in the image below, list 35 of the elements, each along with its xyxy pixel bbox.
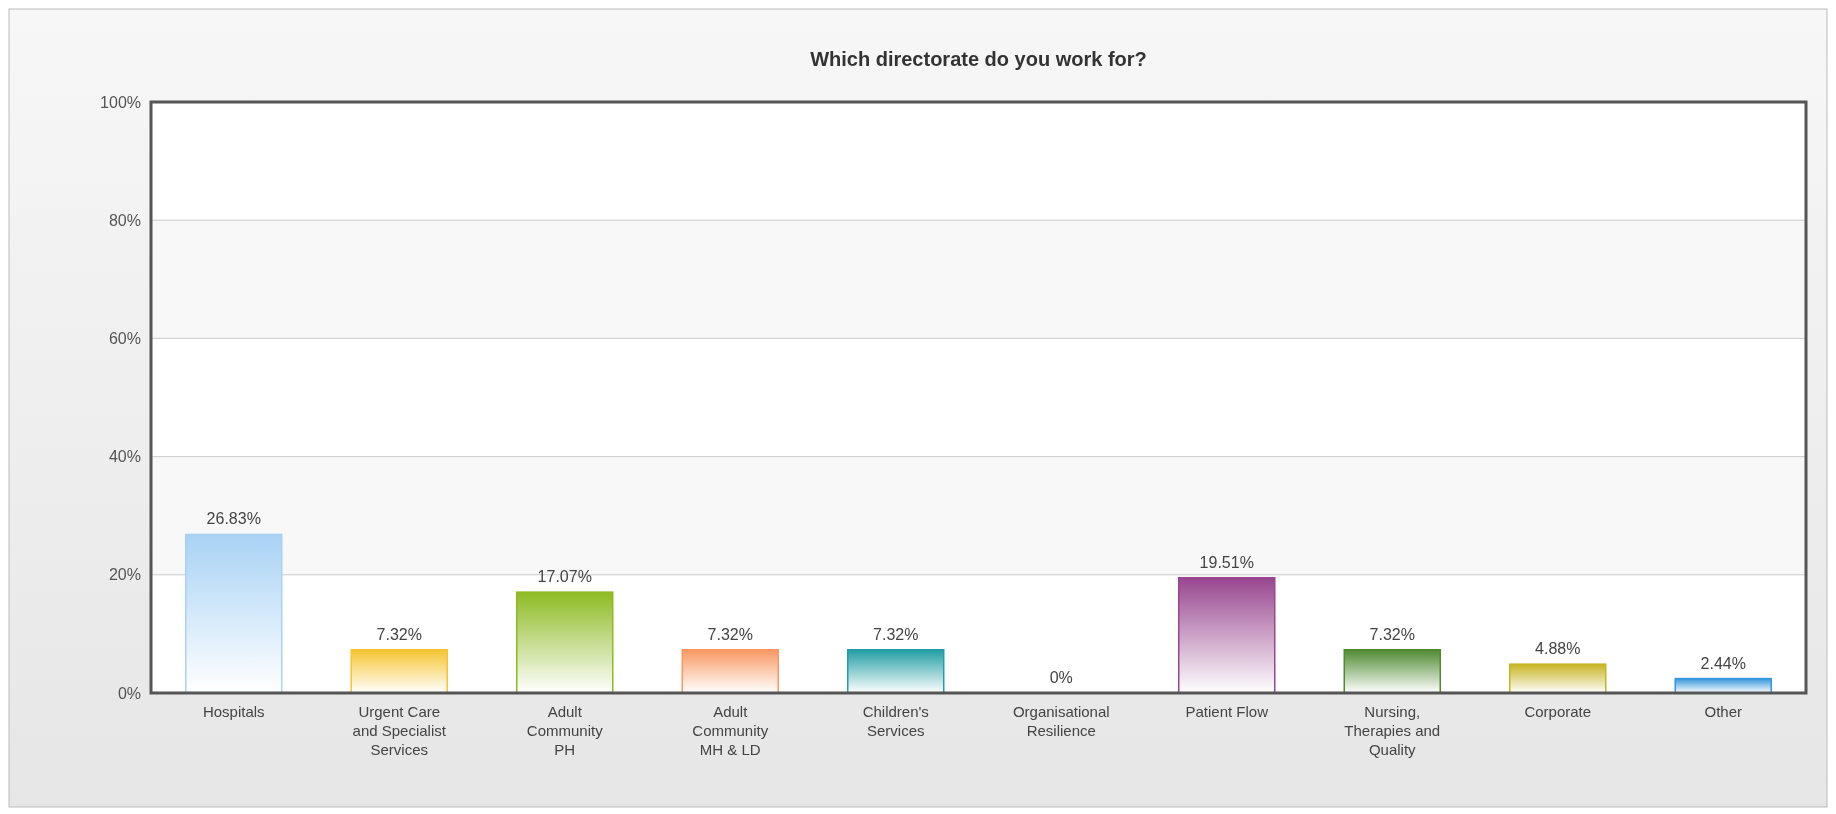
- bar: [681, 648, 779, 694]
- bar: [1343, 648, 1441, 694]
- x-tick-label: Adult Community MH & LD: [692, 703, 769, 758]
- data-label: 7.32%: [1369, 625, 1415, 643]
- bar: [1509, 663, 1607, 694]
- chart-title: Which directorate do you work for?: [810, 48, 1147, 70]
- x-tick-label: Adult Community PH: [526, 703, 604, 758]
- y-tick-label: 40%: [108, 448, 141, 466]
- bar: [350, 648, 448, 694]
- data-label: 0%: [1049, 669, 1073, 686]
- data-label: 19.51%: [1199, 553, 1254, 571]
- data-label: 17.07%: [537, 568, 592, 586]
- x-tick-label: Children's Services: [862, 703, 929, 739]
- y-tick-label: 0%: [117, 684, 141, 702]
- x-tick-label: Hospitals: [202, 703, 265, 720]
- data-label: 7.32%: [707, 625, 753, 643]
- y-tick-label: 100%: [100, 93, 141, 111]
- y-tick-label: 80%: [108, 211, 141, 229]
- x-tick-label: Urgent Care and Specialist Services: [352, 703, 447, 758]
- x-tick-label: Other: [1704, 703, 1743, 720]
- data-label: 2.44%: [1700, 654, 1746, 672]
- bar: [185, 533, 283, 694]
- data-label: 4.88%: [1535, 640, 1581, 658]
- bar: [1178, 576, 1276, 694]
- data-label: 7.32%: [873, 625, 919, 643]
- data-label: 26.83%: [206, 510, 261, 528]
- x-tick-label: Nursing, Therapies and Quality: [1344, 703, 1441, 758]
- y-tick-label: 20%: [108, 566, 141, 584]
- y-tick-label: 60%: [108, 330, 141, 347]
- bar: [516, 591, 614, 694]
- bar: [847, 648, 945, 694]
- x-tick-label: Organisational Resilience: [1012, 703, 1110, 739]
- data-label: 7.32%: [376, 625, 422, 643]
- x-tick-label: Corporate: [1524, 703, 1592, 720]
- x-tick-label: Patient Flow: [1185, 703, 1269, 720]
